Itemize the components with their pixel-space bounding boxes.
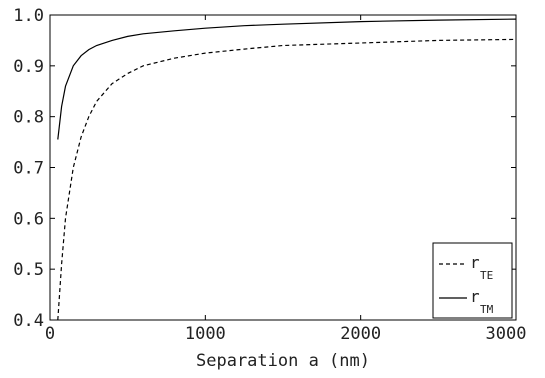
y-tick-label: 0.6: [13, 209, 44, 229]
y-tick-label: 0.7: [13, 159, 44, 179]
y-tick-label: 1.0: [13, 6, 44, 26]
x-tick-label: 1000: [185, 324, 226, 344]
x-tick-label: 0: [45, 324, 55, 344]
series-line-te: [57, 38, 517, 321]
x-tick-label: 2000: [340, 324, 381, 344]
series-lines: [57, 18, 517, 321]
series-line-tm: [57, 18, 517, 140]
tick-labels: 0 1000 2000 3000 0.4 0.5 0.6 0.7 0.8 0.9 1.0: [13, 6, 526, 344]
y-tick-label: 0.4: [13, 311, 44, 331]
legend-box: [432, 242, 513, 319]
legend-label-subscript: TM: [480, 303, 494, 316]
y-tick-label: 0.5: [13, 260, 44, 280]
x-axis-label: Separation a (nm): [196, 351, 370, 371]
legend-label: r: [470, 287, 480, 306]
y-tick-label: 0.8: [13, 108, 44, 128]
x-tick-label: 3000: [486, 324, 527, 344]
legend-label: r: [470, 253, 480, 272]
y-tick-label: 0.9: [13, 57, 44, 77]
legend-label-subscript: TE: [480, 269, 493, 282]
axis-ticks: [49, 14, 517, 321]
